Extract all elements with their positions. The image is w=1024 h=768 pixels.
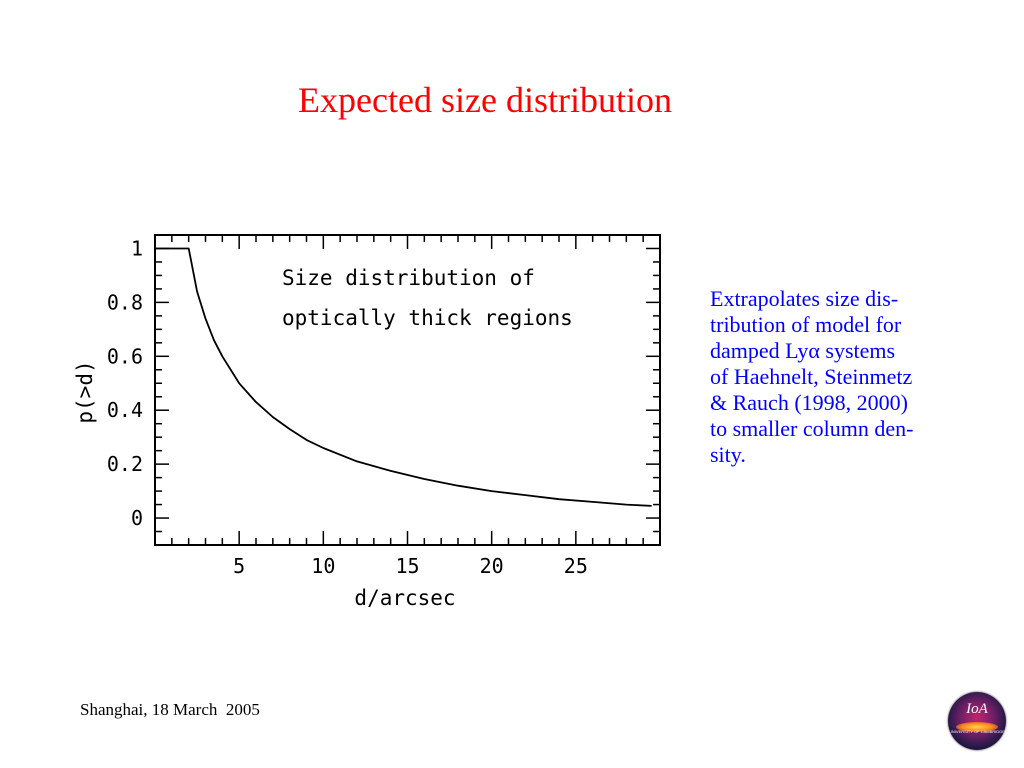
logo-glow <box>956 722 998 732</box>
side-text-line: damped Lyα systems <box>710 338 896 363</box>
y-axis-ticks: 0 0.2 0.4 0.6 0.8 1 <box>107 236 660 533</box>
y-axis-label: p(>d) <box>73 360 97 423</box>
side-text-line: sity. <box>710 442 746 467</box>
institute-logo: IoA UNIVERSITY OF CAMBRIDGE <box>948 692 1006 750</box>
x-tick-label: 15 <box>395 554 419 578</box>
x-axis-ticks: 5 10 15 20 25 <box>171 235 644 578</box>
y-tick-label: 0.2 <box>107 452 143 476</box>
y-tick-label: 0.6 <box>107 344 143 368</box>
y-tick-label: 0.8 <box>107 290 143 314</box>
side-text-line: Extrapolates size dis- <box>710 286 899 311</box>
chart-annotation-line-2: optically thick regions <box>282 306 573 330</box>
y-tick-label: 1 <box>131 236 143 260</box>
x-tick-label: 25 <box>564 554 588 578</box>
x-tick-label: 10 <box>311 554 335 578</box>
side-text-line: tribution of model for <box>710 312 902 337</box>
x-tick-label: 5 <box>233 554 245 578</box>
size-distribution-chart: 5 10 15 20 25 0 0.2 0.4 0.6 0.8 1 Size distributi… <box>73 234 661 610</box>
footer-date: Shanghai, 18 March 2005 <box>80 700 260 719</box>
logo-text: IoA <box>966 701 988 717</box>
x-tick-label: 20 <box>480 554 504 578</box>
size-distribution-curve <box>155 247 652 507</box>
slide-title: Expected size distribution <box>298 80 672 120</box>
side-text-line: & Rauch (1998, 2000) <box>710 390 908 415</box>
chart-annotation-line-1: Size distribution of <box>282 266 535 290</box>
x-axis-label: d/arcsec <box>354 586 455 610</box>
y-tick-label: 0.4 <box>107 398 143 422</box>
logo-subtext: UNIVERSITY OF CAMBRIDGE <box>949 729 1005 734</box>
y-tick-label: 0 <box>131 506 143 530</box>
side-text-line: of Haehnelt, Steinmetz <box>710 364 913 389</box>
side-description: Extrapolates size dis- tribution of mode… <box>710 286 990 468</box>
side-text-line: to smaller column den- <box>710 416 914 441</box>
curve-layer <box>155 247 652 507</box>
